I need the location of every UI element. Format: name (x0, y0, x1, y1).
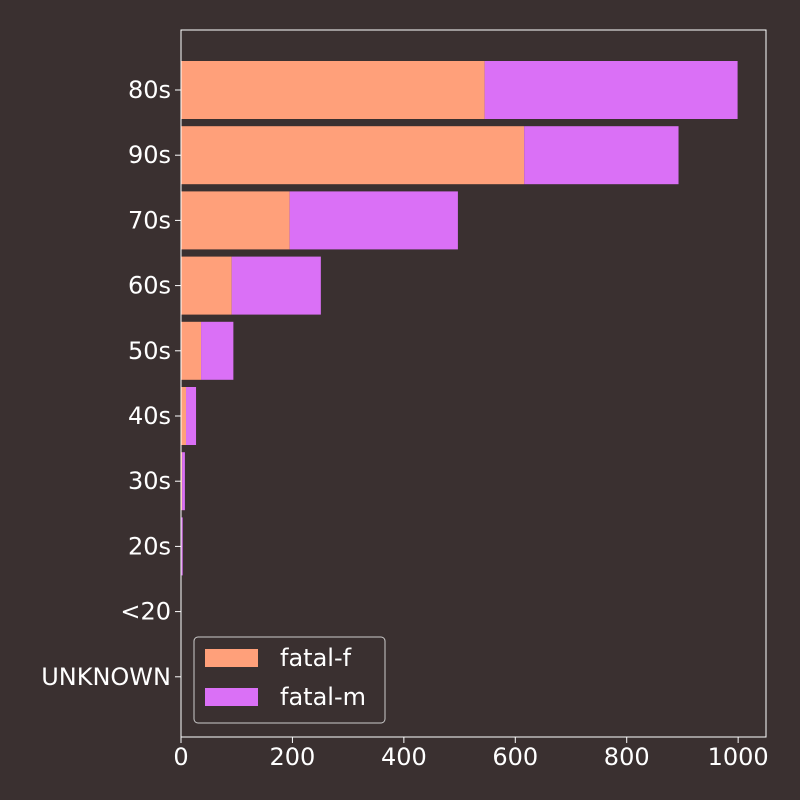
bar-fatal-f-30s (181, 452, 183, 511)
bar-fatal-f-40s (181, 387, 187, 445)
bar-fatal-m-50s (201, 321, 234, 380)
bar-fatal-f-80s (181, 61, 485, 119)
x-tick-label: 1000 (708, 743, 769, 771)
y-tick-label: UNKNOWN (41, 663, 171, 691)
legend-label-fatal-f: fatal-f (280, 644, 352, 672)
bar-fatal-f-60s (181, 256, 232, 315)
y-tick-label: <20 (120, 598, 171, 626)
y-tick-label: 40s (128, 402, 171, 430)
legend-swatch-fatal-f (205, 649, 258, 667)
y-tick-label: 30s (128, 467, 171, 495)
y-tick-label: 50s (128, 337, 171, 365)
bar-fatal-f-50s (181, 321, 202, 380)
bar-fatal-m-30s (182, 452, 185, 511)
x-tick-label: 200 (270, 743, 316, 771)
y-tick-label: 60s (128, 272, 171, 300)
bar-fatal-m-90s (524, 126, 679, 185)
x-tick-label: 0 (173, 743, 188, 771)
bar-fatal-m-20s (181, 517, 183, 576)
legend-swatch-fatal-m (205, 688, 258, 706)
bar-fatal-m-70s (289, 191, 458, 250)
bar-fatal-m-40s (186, 387, 197, 445)
bars-layer (181, 61, 738, 576)
y-axis: 80s 90s 70s 60s 50s 40s 30s 20s <20 UNKNOWN (41, 76, 181, 691)
y-tick-label: 80s (128, 76, 171, 104)
x-tick-label: 800 (604, 743, 650, 771)
y-tick-label: 20s (128, 532, 171, 560)
bar-fatal-m-60s (231, 256, 321, 315)
plot-frame (180, 29, 767, 738)
y-tick-label: 90s (128, 141, 171, 169)
bar-fatal-f-70s (181, 191, 290, 250)
bar-fatal-f-90s (181, 126, 525, 185)
legend-label-fatal-m: fatal-m (280, 683, 366, 711)
x-tick-label: 600 (492, 743, 538, 771)
bar-fatal-m-80s (484, 61, 738, 119)
x-axis: 0 200 400 600 800 1000 (173, 737, 769, 771)
legend: fatal-f fatal-m (193, 636, 386, 724)
y-tick-label: 70s (128, 206, 171, 234)
x-tick-label: 400 (381, 743, 427, 771)
